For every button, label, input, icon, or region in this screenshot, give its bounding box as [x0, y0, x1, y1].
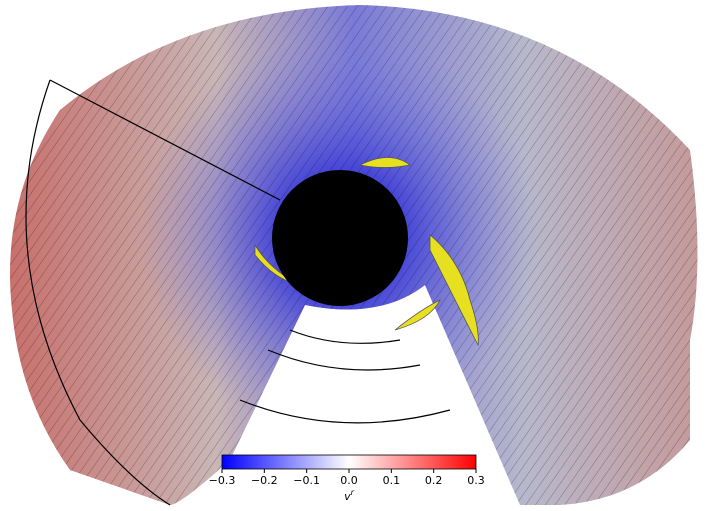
label-superscript: r: [351, 488, 355, 497]
colorbar-tick-label: −0.3: [209, 474, 236, 487]
colorbar-tick-label: −0.2: [251, 474, 278, 487]
colorbar-tick-label: −0.1: [293, 474, 320, 487]
grid-arcs: [25, 79, 451, 506]
colorbar-tick-label: 0.2: [425, 474, 443, 487]
label-base: v: [344, 490, 351, 503]
colorbar-tick-label: 0.3: [467, 474, 485, 487]
colorbar-tick-label: 0.0: [340, 474, 358, 487]
colorbar-tick-label: 0.1: [383, 474, 401, 487]
central-sphere: [272, 170, 408, 306]
yellow-structures: [254, 157, 479, 347]
colorbar-gradient: [221, 454, 477, 470]
colorbar: −0.3 −0.2 −0.1 0.0 0.1 0.2 0.3 vr: [209, 454, 485, 503]
colorbar-label: vr: [344, 488, 355, 503]
